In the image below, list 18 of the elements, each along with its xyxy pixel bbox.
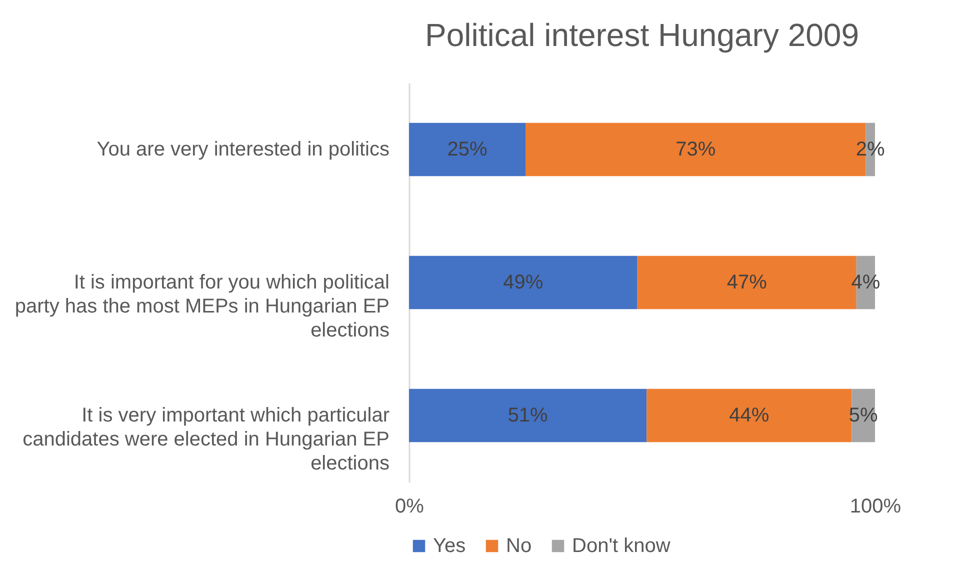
x-tick-label: 100% [850, 496, 902, 518]
data-label: 49% [503, 272, 544, 294]
data-label: 44% [729, 404, 770, 426]
legend-label: Yes [433, 535, 466, 557]
legend-label: Don't know [572, 535, 671, 557]
bar [409, 256, 638, 310]
chart-title: Political interest Hungary 2009 [424, 17, 860, 53]
y-tick-label: It is important for you which political party has the most MEPs in Hungarian EP elections [14, 272, 390, 342]
y-tick-label: You are very interested in politics [96, 138, 390, 160]
data-label: 47% [726, 272, 768, 294]
data-label: 51% [508, 404, 548, 426]
y-tick-label: It is very important which particular candidates were elected in Hungarian EP elections [22, 404, 390, 474]
data-label: 73% [676, 138, 716, 160]
legend-label: No [506, 535, 532, 557]
data-label: 25% [447, 138, 488, 160]
bar [409, 388, 647, 442]
bar [409, 122, 526, 176]
x-tick-label: 0% [395, 496, 424, 518]
